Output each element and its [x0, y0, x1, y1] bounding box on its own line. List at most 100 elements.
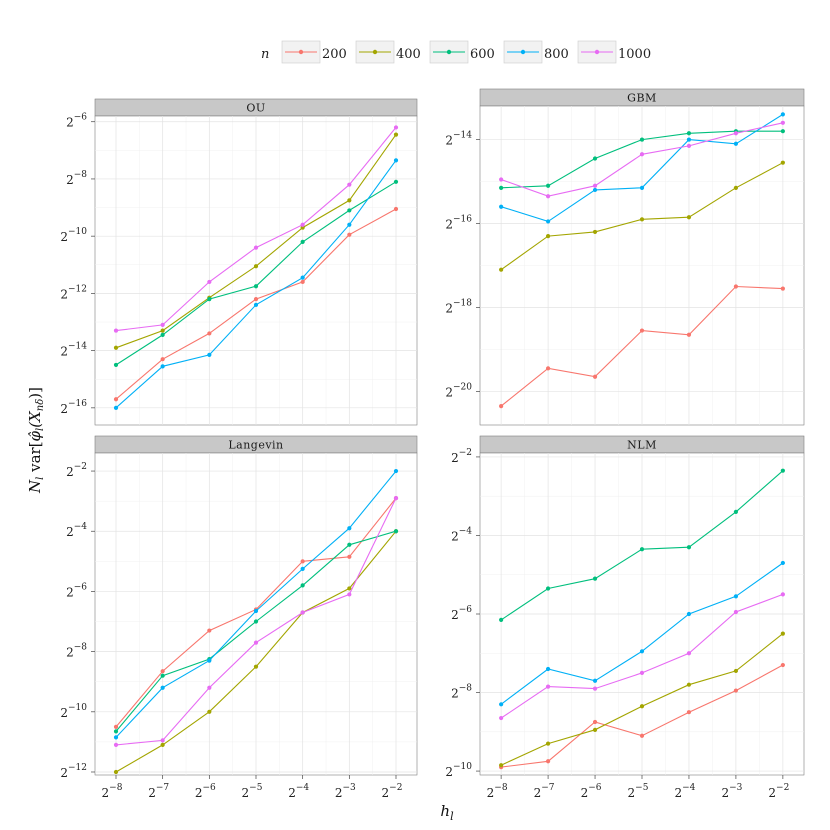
data-point [733, 609, 739, 615]
series-200 [499, 662, 785, 770]
data-point [686, 143, 692, 148]
data-point [499, 404, 504, 409]
legend-item-200: 200 [281, 40, 347, 64]
y-tick-label: 2−2 [66, 462, 87, 479]
data-point [733, 688, 739, 693]
data-point [253, 264, 259, 269]
data-point [160, 357, 165, 362]
facet-gbm: GBM 2−20 2−18 2−16 2−14 [445, 88, 805, 426]
data-point [300, 583, 305, 588]
data-point [300, 222, 305, 227]
y-tick-label: 2−8 [451, 684, 472, 701]
data-point [592, 183, 598, 188]
data-point [639, 670, 645, 676]
data-point [113, 769, 119, 775]
data-point [113, 328, 119, 333]
facet-langevin: Langevin 2−12 2−10 2−8 2−6 2−4 2−2 2−8 2−7 2−6 2−5… [60, 435, 418, 800]
y-tick-label: 2−8 [66, 170, 87, 187]
data-point [347, 554, 352, 559]
legend-label: 1000 [618, 47, 651, 62]
data-point [300, 559, 305, 564]
data-point [499, 702, 504, 707]
data-point [113, 735, 119, 740]
x-tick-label: 2−6 [195, 783, 216, 800]
x-tick-label: 2−6 [581, 783, 602, 800]
data-point [160, 685, 165, 690]
data-point [780, 468, 785, 473]
legend-item-800: 800 [503, 40, 569, 64]
x-axis: 2−8 2−7 2−6 2−5 2−4 2−3 2−2 [487, 775, 789, 800]
legend-label: 200 [322, 47, 347, 62]
series-800 [499, 112, 785, 224]
data-point [499, 204, 504, 209]
data-point [733, 509, 739, 515]
data-point [347, 198, 352, 203]
gridlines [95, 116, 417, 425]
gridlines [480, 453, 804, 775]
data-point [207, 331, 212, 336]
data-point [592, 576, 598, 581]
data-point [592, 374, 598, 379]
y-tick-label: 2−6 [66, 113, 87, 130]
data-point [780, 592, 785, 597]
data-point [160, 669, 165, 674]
data-point [160, 364, 165, 369]
x-tick-label: 2−8 [487, 783, 508, 800]
data-point [733, 141, 739, 146]
y-tick-label: 2−4 [66, 522, 87, 539]
data-point [592, 187, 598, 193]
series-800 [113, 468, 399, 740]
data-point [253, 619, 259, 624]
legend-item-1000: 1000 [577, 40, 651, 64]
legend: n 200 400 600 800 1000 [261, 40, 651, 64]
data-point [347, 222, 352, 227]
data-point [160, 332, 165, 337]
y-tick-label: 2−16 [445, 215, 472, 232]
x-tick-label: 2−7 [148, 783, 169, 800]
data-point [160, 322, 165, 327]
data-point [545, 366, 551, 371]
data-point [347, 208, 352, 213]
data-point [639, 649, 645, 654]
y-tick-label: 2−8 [66, 643, 87, 660]
data-point [253, 664, 259, 669]
legend-label: 400 [396, 47, 421, 62]
data-point [639, 547, 645, 552]
data-point [393, 496, 399, 501]
y-axis: 2−20 2−18 2−16 2−14 [445, 131, 480, 399]
y-tick-label: 2−10 [60, 703, 87, 720]
data-point [545, 234, 551, 239]
data-point [686, 682, 692, 687]
svg-text:Nl var[φ̂l(Xnδ)]: Nl var[φ̂l(Xnδ)] [26, 387, 46, 494]
data-point [733, 668, 739, 674]
data-point [686, 332, 692, 337]
series-1000 [499, 592, 785, 721]
y-axis: 2−10 2−8 2−6 2−4 2−2 [445, 448, 480, 779]
data-point [686, 710, 692, 715]
y-tick-label: 2−14 [445, 131, 472, 148]
data-point [113, 362, 119, 368]
y-tick-label: 2−12 [60, 284, 87, 301]
data-point [160, 738, 165, 743]
series-200 [499, 284, 785, 409]
legend-dot [520, 49, 526, 55]
series-600 [499, 468, 785, 622]
data-point [592, 229, 598, 235]
data-point [300, 566, 305, 571]
series-800 [499, 560, 785, 707]
legend-dot [372, 49, 378, 55]
legend-item-600: 600 [429, 40, 495, 64]
data-point [780, 120, 785, 125]
data-point [686, 137, 692, 142]
series-1000 [499, 120, 785, 199]
data-point [207, 297, 212, 302]
y-tick-label: 2−14 [60, 342, 87, 359]
data-point [393, 468, 399, 474]
legend-dot [446, 49, 452, 55]
data-point [639, 217, 645, 222]
data-point [499, 617, 504, 622]
data-point [207, 709, 212, 714]
legend-dot [298, 49, 304, 55]
data-point [639, 704, 645, 709]
data-point [639, 185, 645, 190]
